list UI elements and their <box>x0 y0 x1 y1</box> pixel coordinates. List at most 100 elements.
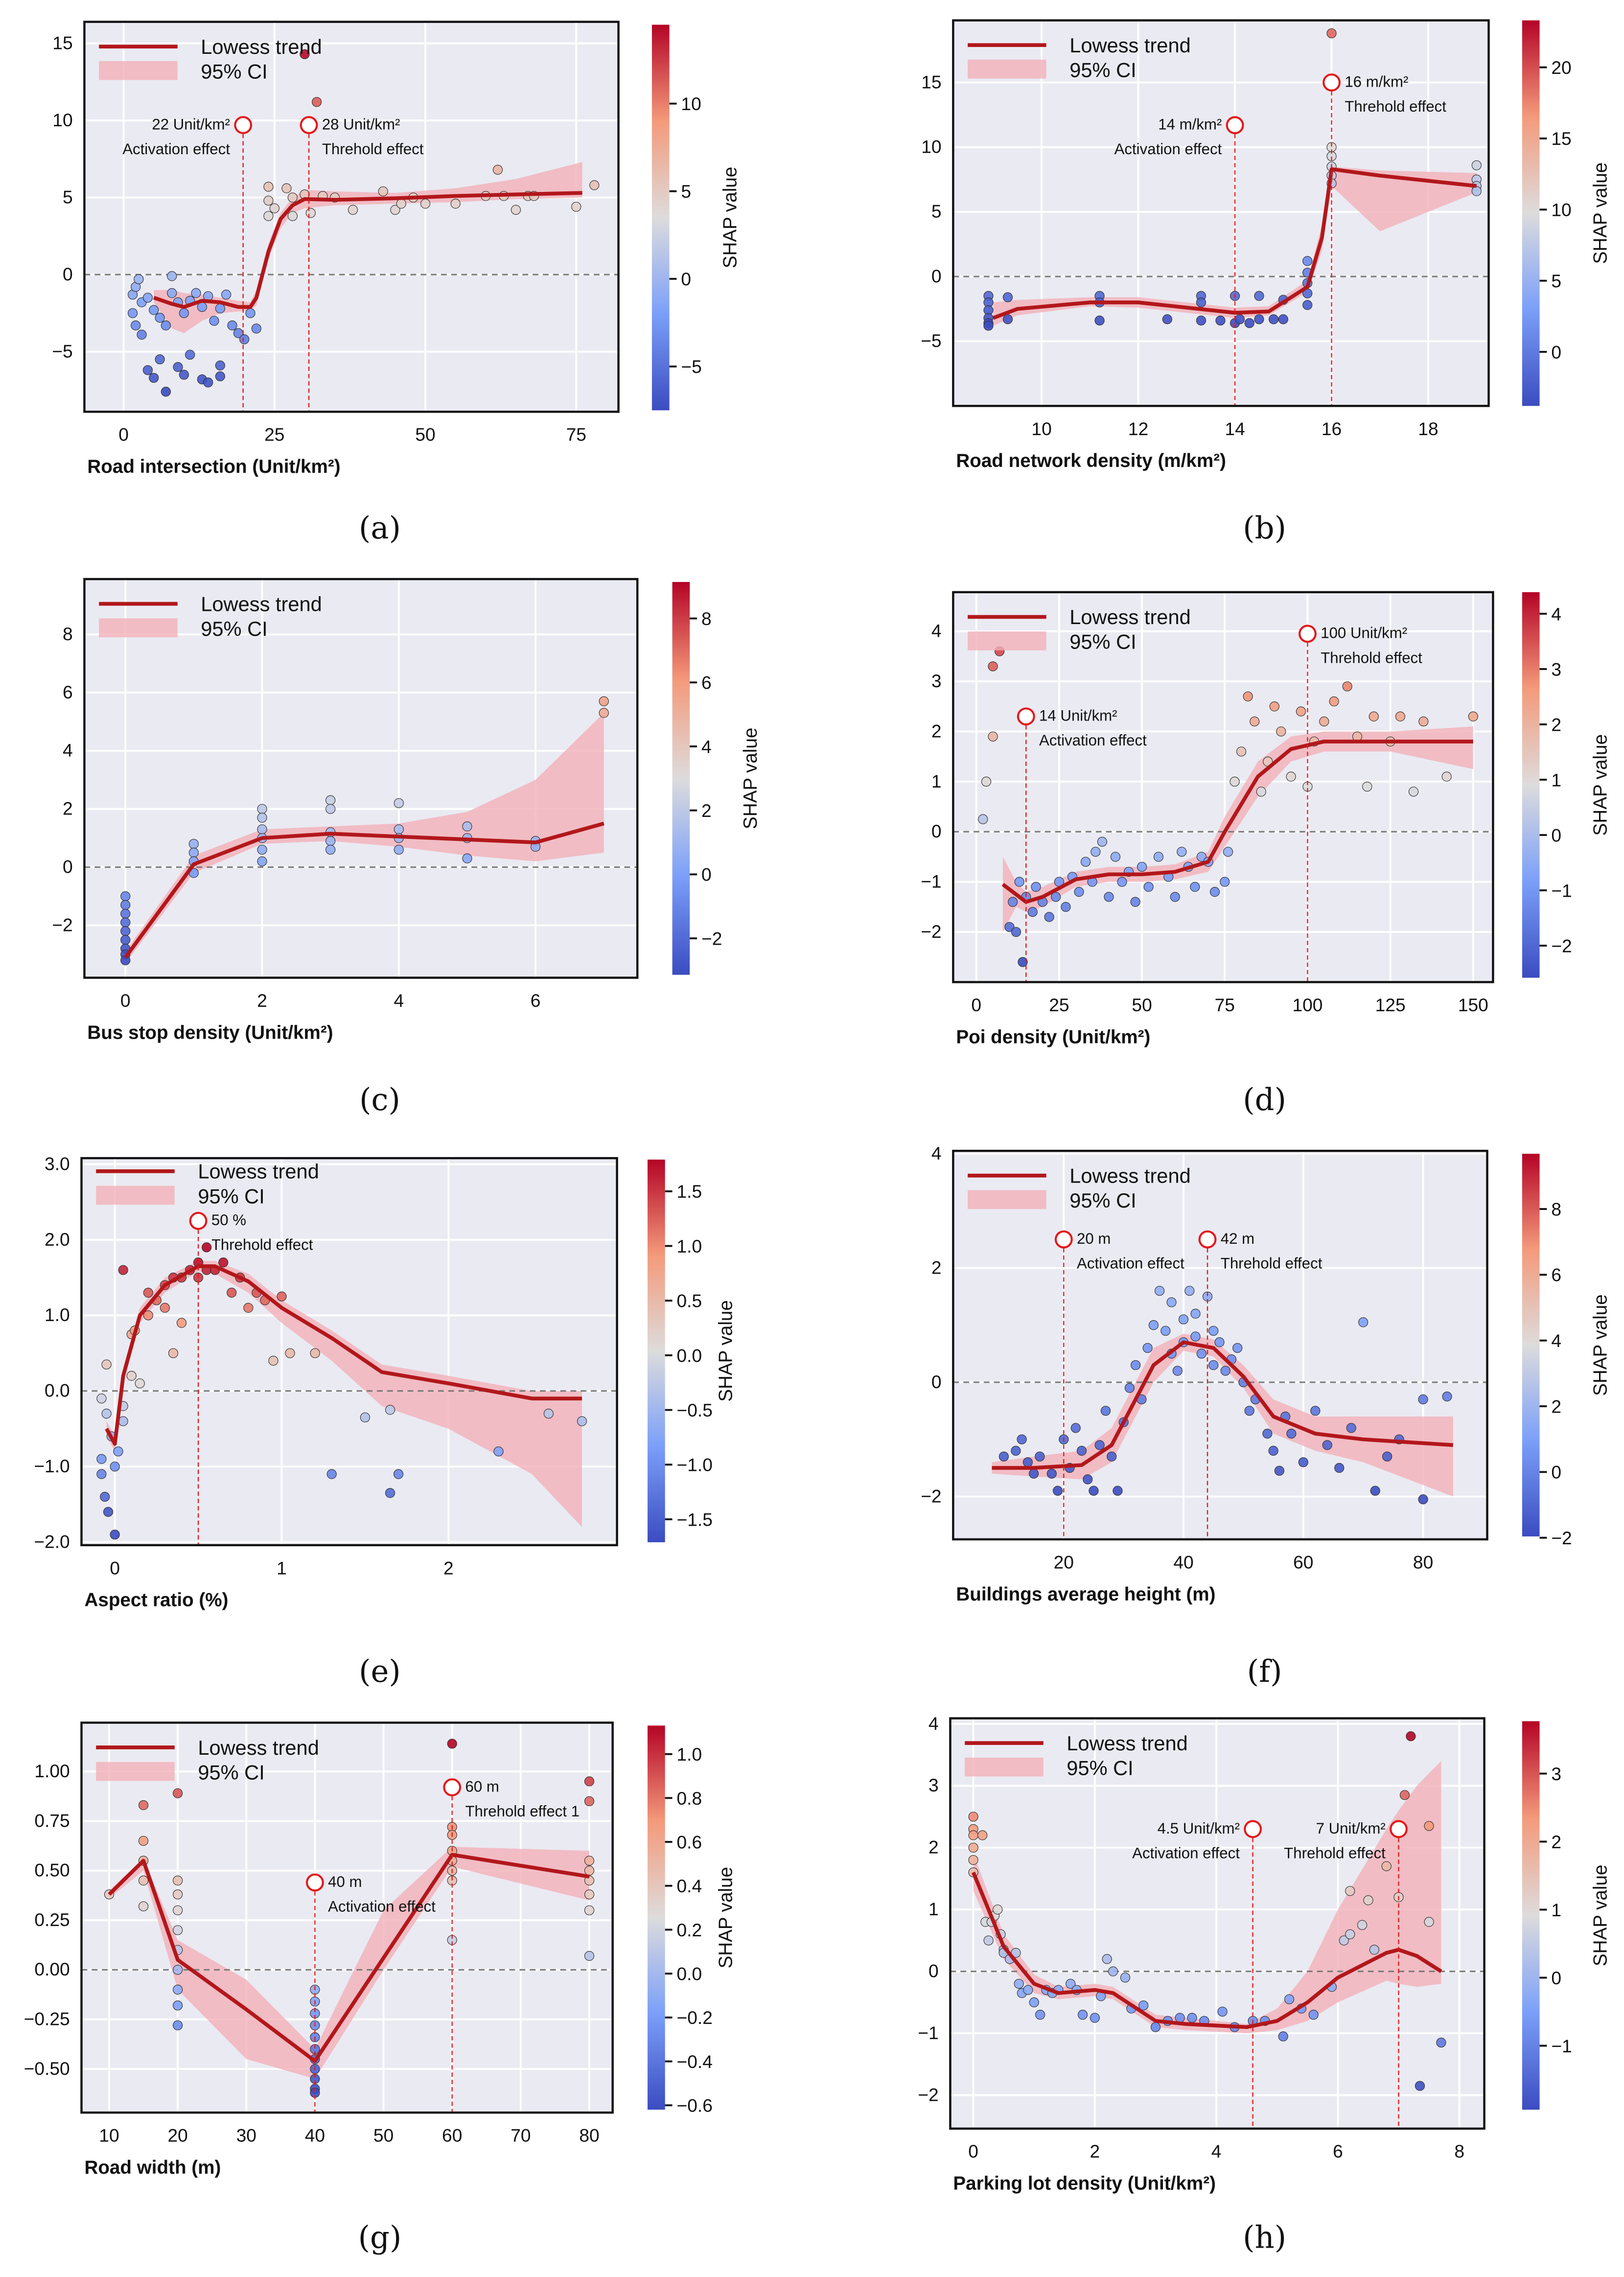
data-point <box>1256 787 1266 797</box>
data-point <box>1017 1434 1027 1444</box>
data-point <box>268 1355 278 1366</box>
x-axis-label: Bus stop density (Unit/km²) <box>87 1022 333 1043</box>
data-point <box>1217 2006 1228 2017</box>
x-tick-label: 60 <box>442 2125 462 2146</box>
colorbar-tick-label: 0.0 <box>677 1964 702 1984</box>
data-point <box>1097 836 1108 847</box>
data-point <box>1196 1348 1206 1359</box>
data-point <box>167 271 177 281</box>
x-tick-label: 14 <box>1225 418 1245 439</box>
y-tick-label: 5 <box>931 201 942 222</box>
annotation-label: Threhold effect <box>1221 1255 1322 1272</box>
data-point <box>450 199 461 209</box>
legend-ci-label: 95% CI <box>1067 1756 1133 1779</box>
data-point <box>110 1462 120 1472</box>
colorbar-tick-label: 6 <box>701 673 712 693</box>
data-point <box>1014 877 1024 887</box>
colorbar-tick-label: −1.5 <box>677 1509 713 1530</box>
data-point <box>1370 1486 1380 1496</box>
colorbar-label: SHAP value <box>715 1300 736 1402</box>
data-point <box>277 1291 287 1301</box>
y-tick-label: 4 <box>63 740 73 761</box>
data-point <box>988 731 998 742</box>
y-tick-label: 1.00 <box>34 1761 70 1781</box>
data-point <box>173 1889 183 1900</box>
data-point <box>110 1530 120 1540</box>
data-point <box>1044 912 1054 922</box>
data-point <box>1436 2037 1446 2048</box>
data-point <box>1230 776 1240 787</box>
threshold-marker <box>1322 73 1341 92</box>
data-point <box>287 211 298 221</box>
x-tick-label: 60 <box>1293 1552 1313 1572</box>
data-point <box>257 813 267 823</box>
data-point <box>1424 1917 1434 1927</box>
data-point <box>113 1446 123 1457</box>
panel-label: (h) <box>1243 2220 1286 2255</box>
data-point <box>131 320 141 331</box>
y-tick-label: 0 <box>63 264 73 284</box>
x-tick-label: 50 <box>373 2125 394 2146</box>
data-point <box>599 696 609 706</box>
y-tick-label: −5 <box>52 341 72 361</box>
colorbar-tick-label: 5 <box>1551 271 1561 291</box>
data-point <box>1262 1428 1273 1439</box>
data-point <box>326 1469 337 1479</box>
data-point <box>1090 847 1101 857</box>
x-axis-label: Poi density (Unit/km²) <box>956 1026 1150 1047</box>
legend-ci-swatch <box>99 61 178 80</box>
annotation-value: 100 Unit/km² <box>1321 625 1407 642</box>
data-point <box>1175 2013 1185 2023</box>
data-point <box>239 334 250 345</box>
plot-background <box>81 1722 613 2113</box>
data-point <box>385 1405 395 1415</box>
data-point <box>584 1776 595 1787</box>
data-point <box>142 365 153 375</box>
colorbar-tick-label: 0 <box>1551 825 1561 845</box>
plot-frame <box>83 21 620 413</box>
y-tick-label: −0.25 <box>24 2009 70 2029</box>
plot-area <box>81 1739 613 2113</box>
data-point <box>1124 1383 1135 1393</box>
plot-area <box>84 696 638 965</box>
data-point <box>584 1796 595 1807</box>
legend-ci-swatch <box>96 1185 175 1205</box>
y-tick-label: −1 <box>918 2022 938 2043</box>
data-point <box>1102 1954 1112 1964</box>
data-point <box>191 288 201 298</box>
annotation-value: 20 m <box>1077 1230 1111 1247</box>
y-tick-label: 3 <box>931 671 942 691</box>
y-tick-label: 2 <box>931 720 942 741</box>
plot-frame <box>952 19 1490 407</box>
colorbar-tick-label: 0 <box>701 864 712 885</box>
data-point <box>1061 902 1071 912</box>
data-point <box>1008 897 1018 907</box>
data-point <box>1046 1468 1057 1479</box>
ci-band <box>125 713 604 963</box>
data-point <box>1076 1445 1087 1456</box>
colorbar <box>1522 1721 1540 2110</box>
data-point <box>243 1302 254 1313</box>
legend-ci-label: 95% CI <box>1069 630 1136 653</box>
data-point <box>1382 1451 1392 1462</box>
legend-ci-label: 95% CI <box>198 1185 264 1208</box>
data-point <box>176 1318 187 1328</box>
data-point <box>1406 1731 1416 1742</box>
lowess-trend-line <box>124 821 604 959</box>
data-point <box>325 844 336 855</box>
lowess-trend-line <box>992 167 1477 320</box>
x-tick-label: 6 <box>531 990 541 1011</box>
data-point <box>1160 1325 1171 1336</box>
data-point <box>577 1416 587 1426</box>
annotation-label: Activation effect <box>1039 732 1147 749</box>
y-tick-label: 1 <box>931 771 942 791</box>
data-point <box>1363 1895 1373 1905</box>
data-point <box>420 199 431 209</box>
lowess-trend-line <box>105 1264 582 1446</box>
data-point <box>263 195 274 206</box>
y-tick-label: 2 <box>63 798 73 819</box>
threshold-marker <box>1198 1230 1217 1249</box>
data-point <box>1150 2022 1161 2032</box>
